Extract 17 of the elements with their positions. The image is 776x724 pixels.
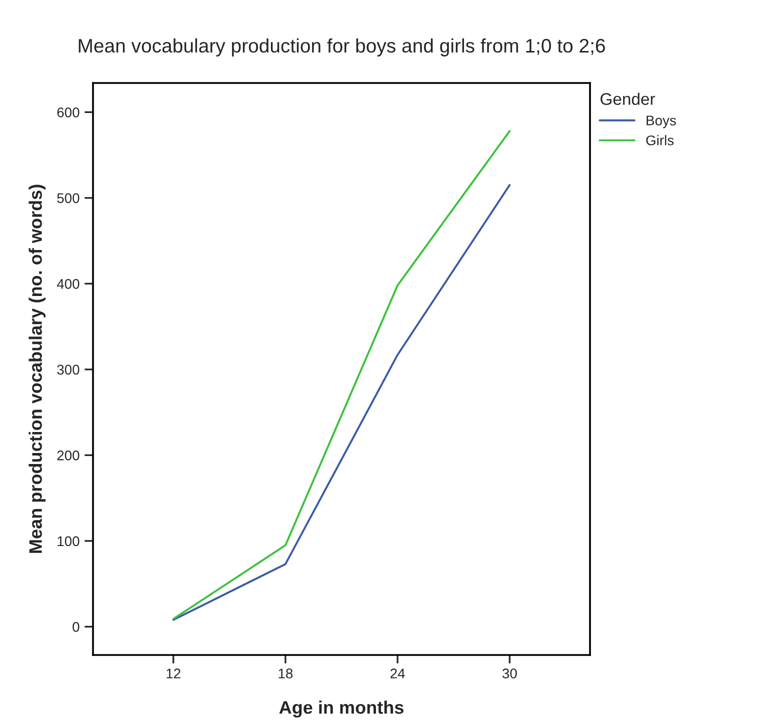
chart-title: Mean vocabulary production for boys and girls from 1;0 to 2;6 [78,38,605,56]
x-axis-title: Age in months [279,700,404,718]
y-tick-label: 300 [57,364,80,375]
legend-title: Gender [600,92,656,105]
x-tick-label: 30 [502,668,517,678]
legend-label: Boys [646,116,676,128]
y-tick-label: 0 [72,622,80,632]
y-tick-label: 200 [57,450,80,460]
legend-label: Girls [646,135,674,146]
y-tick-label: 100 [58,536,80,546]
y-tick-label: 600 [57,107,80,118]
x-tick-label: 12 [166,668,180,678]
y-tick-label: 400 [56,279,80,289]
y-tick-label: 500 [57,193,80,204]
x-tick-label: 18 [278,668,293,678]
y-axis-title: Mean production vocabulary (no. of words) [28,184,46,553]
x-tick-label: 24 [390,668,405,678]
